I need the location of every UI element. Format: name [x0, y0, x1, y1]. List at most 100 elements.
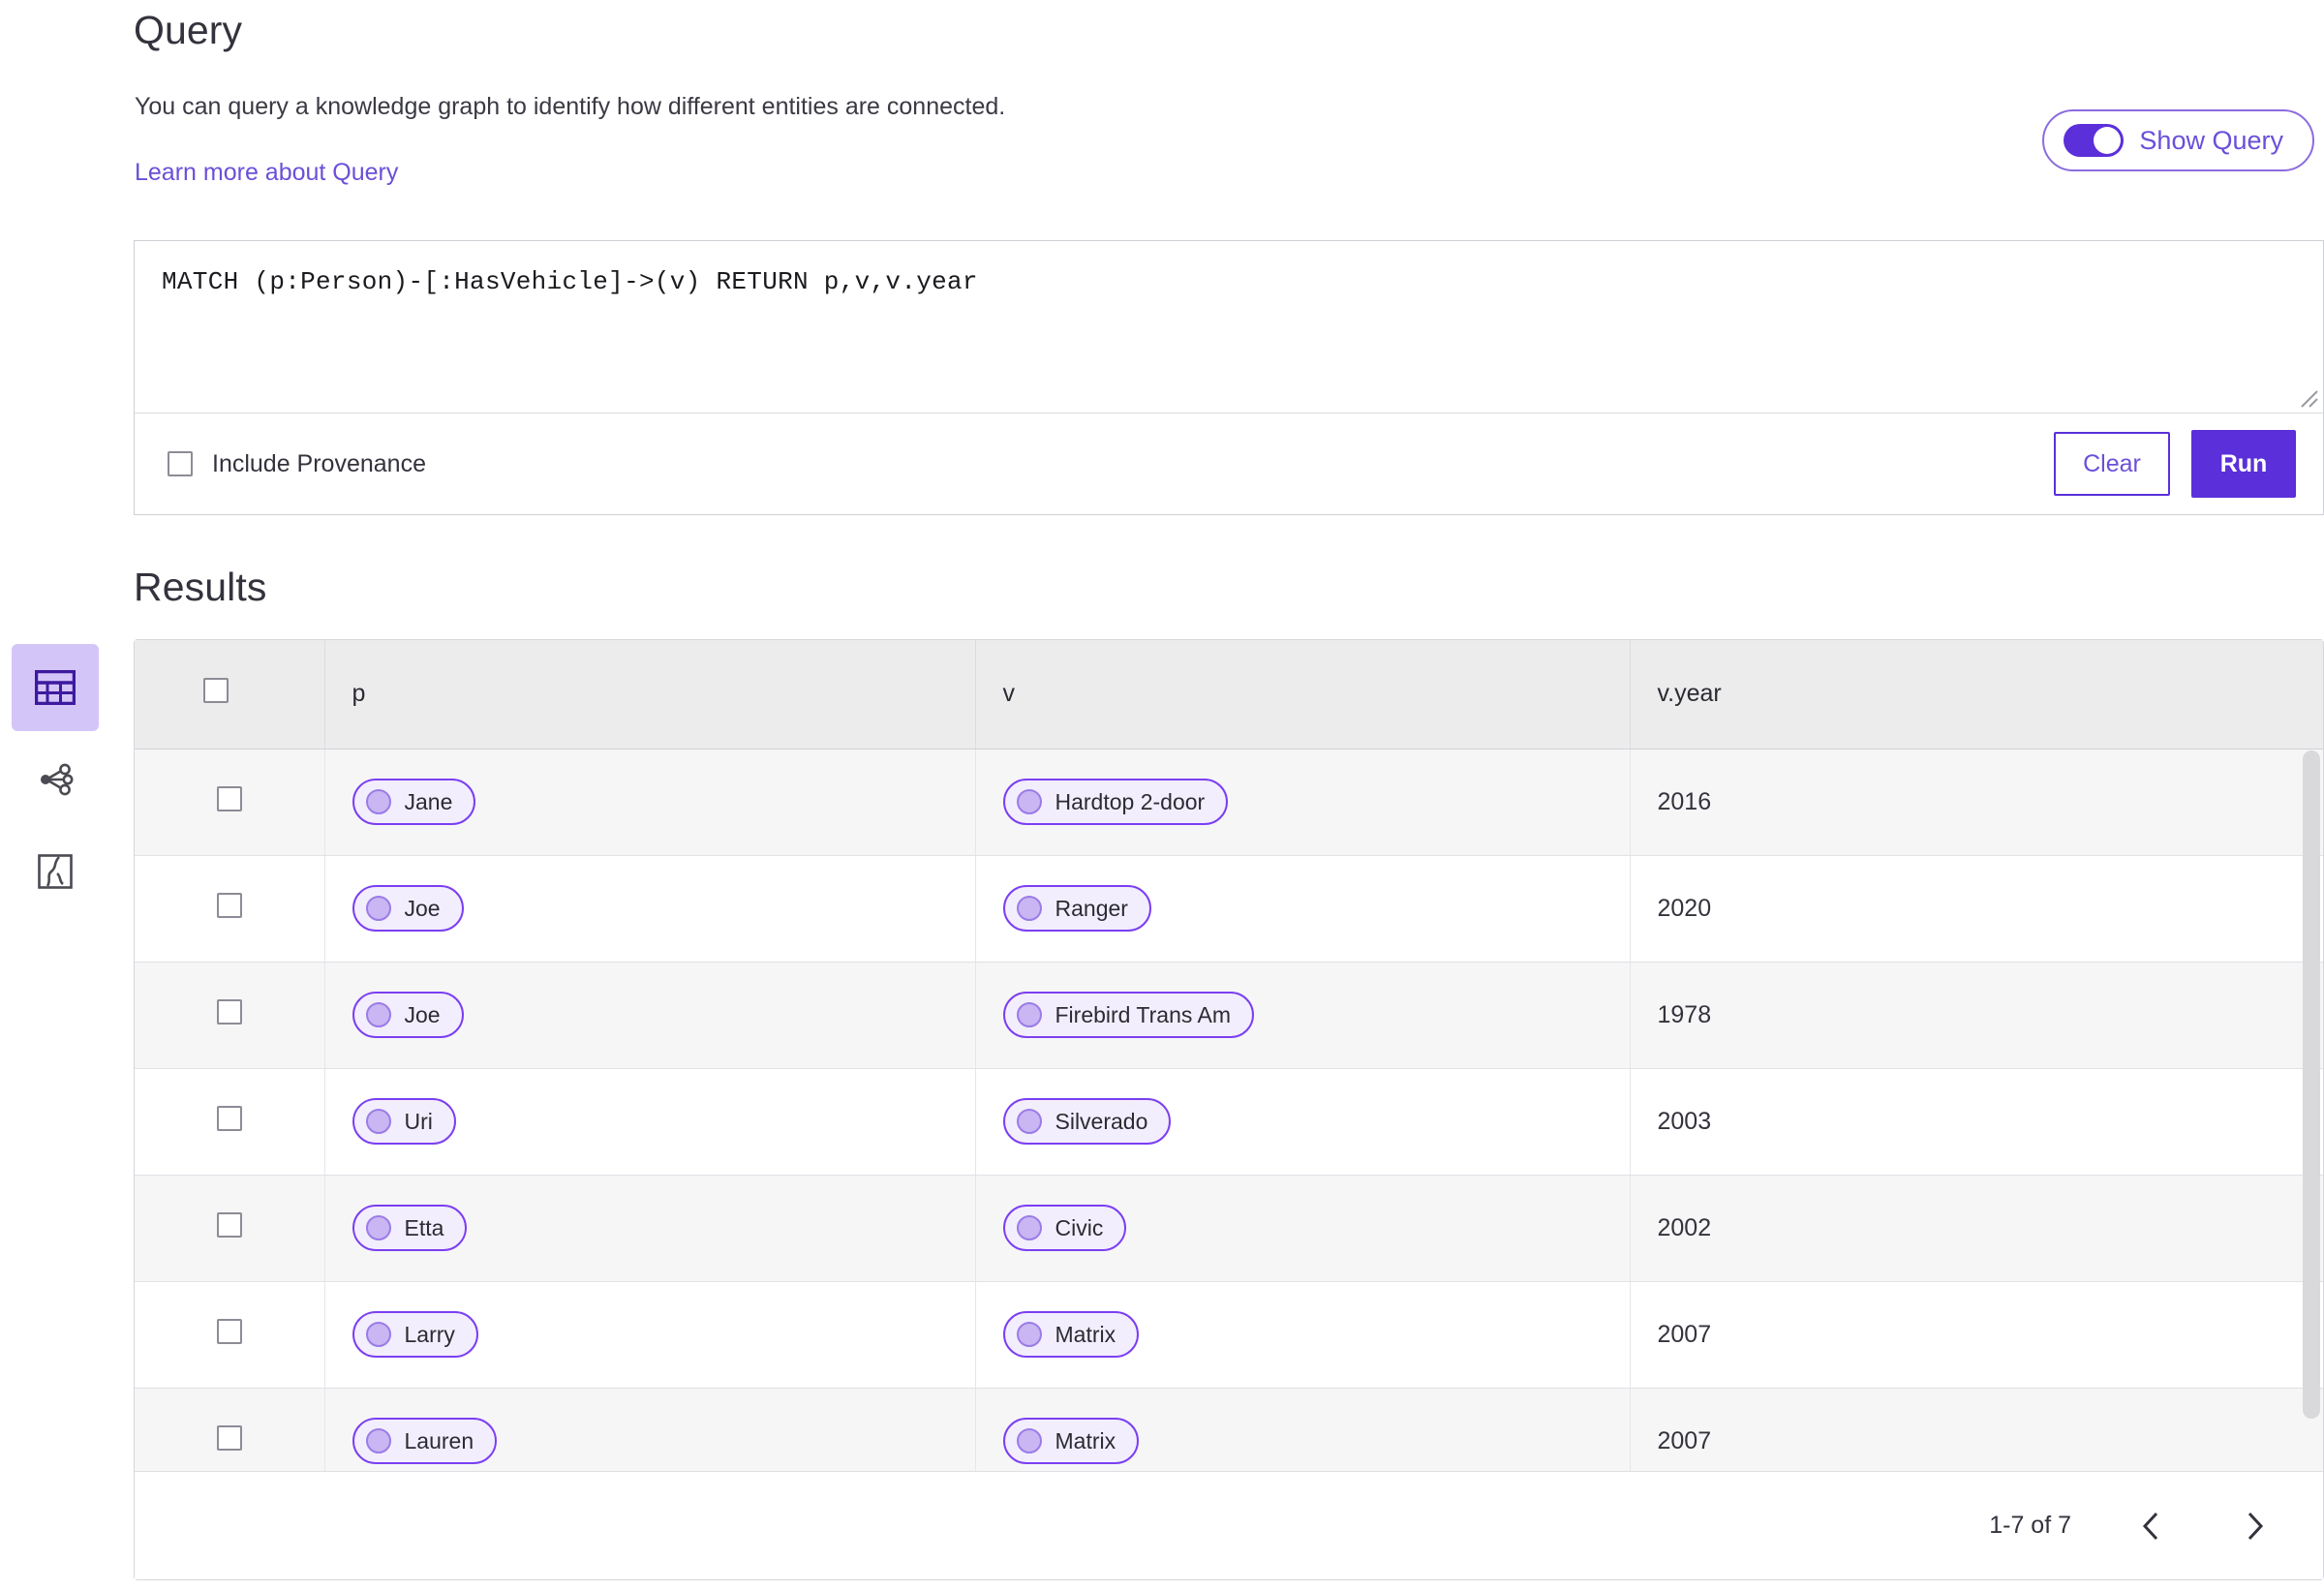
- node-dot-icon: [365, 1428, 391, 1453]
- node-dot-icon: [1016, 1109, 1042, 1134]
- table-row[interactable]: Lauren Matrix 2007: [135, 1388, 2323, 1471]
- table-row[interactable]: Joe Firebird Trans Am 1978: [135, 962, 2323, 1069]
- previous-page-icon[interactable]: [2129, 1504, 2174, 1548]
- toggle-track[interactable]: [2064, 124, 2125, 157]
- table-header-row: p v v.year: [135, 640, 2323, 750]
- table-row[interactable]: Jane Hardtop 2-door 2016: [135, 749, 2323, 856]
- cell-year: 2020: [1630, 855, 2323, 963]
- pagination-bar: 1-7 of 7: [135, 1471, 2323, 1579]
- query-description: You can query a knowledge graph to ident…: [135, 93, 1006, 120]
- node-chip[interactable]: Ranger: [1002, 885, 1151, 932]
- query-text-value: MATCH (p:Person)-[:HasVehicle]->(v) RETU…: [162, 267, 978, 296]
- row-checkbox[interactable]: [216, 785, 242, 811]
- table-row[interactable]: Uri Silverado 2003: [135, 1068, 2323, 1176]
- node-chip-label: Firebird Trans Am: [1055, 1001, 1232, 1027]
- cell-year: 2002: [1630, 1175, 2323, 1282]
- include-provenance-label: Include Provenance: [212, 449, 426, 477]
- include-provenance-row[interactable]: Include Provenance: [168, 450, 426, 478]
- table-row[interactable]: Joe Ranger 2020: [135, 855, 2323, 963]
- node-chip[interactable]: Civic: [1002, 1205, 1127, 1251]
- include-provenance-checkbox[interactable]: [168, 451, 193, 476]
- query-action-buttons: Clear Run: [2054, 430, 2296, 498]
- node-chip[interactable]: Uri: [352, 1098, 456, 1145]
- node-chip[interactable]: Matrix: [1002, 1418, 1140, 1464]
- node-chip[interactable]: Firebird Trans Am: [1002, 992, 1254, 1038]
- next-page-icon[interactable]: [2232, 1504, 2277, 1548]
- node-chip-label: Larry: [404, 1321, 455, 1347]
- row-checkbox[interactable]: [216, 1424, 242, 1451]
- cell-vehicle: Ranger: [975, 855, 1631, 963]
- node-chip-label: Etta: [404, 1214, 444, 1240]
- node-chip[interactable]: Silverado: [1002, 1098, 1172, 1145]
- node-chip-label: Joe: [404, 895, 441, 921]
- row-select-cell[interactable]: [135, 749, 325, 856]
- node-dot-icon: [365, 1002, 391, 1027]
- row-select-cell[interactable]: [135, 1068, 325, 1176]
- column-header-v-year[interactable]: v.year: [1630, 640, 2323, 750]
- table-scrollbar-thumb[interactable]: [2303, 750, 2320, 1419]
- map-icon: [38, 854, 73, 889]
- select-all-checkbox[interactable]: [202, 678, 229, 704]
- left-icon-rail: [0, 0, 105, 1591]
- node-chip[interactable]: Jane: [352, 779, 476, 825]
- cell-person: Jane: [324, 749, 976, 856]
- node-dot-icon: [365, 1322, 391, 1347]
- select-all-header[interactable]: [135, 640, 325, 750]
- node-dot-icon: [1016, 1002, 1042, 1027]
- sidebar-item-table-view[interactable]: [12, 644, 99, 731]
- toggle-knob: [2094, 127, 2122, 154]
- query-input[interactable]: MATCH (p:Person)-[:HasVehicle]->(v) RETU…: [135, 241, 2323, 413]
- results-table-scroll-area: p v v.year Jane Hardtop 2-door 2016 Joe Rang…: [135, 640, 2323, 1471]
- results-heading-block: Results: [134, 565, 266, 610]
- node-chip[interactable]: Joe: [352, 992, 464, 1038]
- results-panel: p v v.year Jane Hardtop 2-door 2016 Joe Rang…: [134, 639, 2324, 1580]
- node-chip[interactable]: Joe: [352, 885, 464, 932]
- node-chip[interactable]: Lauren: [352, 1418, 498, 1464]
- row-checkbox[interactable]: [216, 892, 242, 918]
- node-dot-icon: [1016, 789, 1042, 814]
- node-dot-icon: [365, 896, 391, 921]
- clear-button[interactable]: Clear: [2054, 432, 2170, 496]
- row-checkbox[interactable]: [216, 1211, 242, 1238]
- cell-year: 2007: [1630, 1388, 2323, 1471]
- row-select-cell[interactable]: [135, 1175, 325, 1282]
- cell-year: 2007: [1630, 1281, 2323, 1389]
- row-checkbox[interactable]: [216, 998, 242, 1025]
- cell-year: 1978: [1630, 962, 2323, 1069]
- sidebar-item-map-view[interactable]: [12, 828, 99, 915]
- sidebar-item-graph-view[interactable]: [12, 736, 99, 823]
- node-dot-icon: [365, 1109, 391, 1134]
- node-chip[interactable]: Matrix: [1002, 1311, 1140, 1358]
- node-dot-icon: [1016, 1428, 1042, 1453]
- cell-vehicle: Silverado: [975, 1068, 1631, 1176]
- node-chip[interactable]: Hardtop 2-door: [1002, 779, 1229, 825]
- page-range-label: 1-7 of 7: [1989, 1512, 2071, 1539]
- node-chip-label: Lauren: [404, 1427, 474, 1453]
- learn-more-link[interactable]: Learn more about Query: [135, 159, 399, 186]
- show-query-toggle[interactable]: Show Query: [2042, 109, 2314, 171]
- node-chip-label: Joe: [404, 1001, 441, 1027]
- cell-vehicle: Firebird Trans Am: [975, 962, 1631, 1069]
- node-dot-icon: [1016, 1215, 1042, 1240]
- row-select-cell[interactable]: [135, 855, 325, 963]
- table-vertical-scrollbar[interactable]: [2303, 750, 2320, 1467]
- row-checkbox[interactable]: [216, 1105, 242, 1131]
- query-heading-block: Query: [134, 8, 242, 53]
- row-select-cell[interactable]: [135, 1281, 325, 1389]
- results-title: Results: [134, 565, 267, 609]
- table-row[interactable]: Etta Civic 2002: [135, 1175, 2323, 1282]
- column-header-p[interactable]: p: [324, 640, 976, 750]
- row-select-cell[interactable]: [135, 962, 325, 1069]
- resize-handle-icon[interactable]: [2294, 383, 2319, 409]
- node-chip[interactable]: Etta: [352, 1205, 468, 1251]
- run-button[interactable]: Run: [2191, 430, 2296, 498]
- page-title: Query: [134, 8, 243, 52]
- column-header-v[interactable]: v: [975, 640, 1631, 750]
- row-select-cell[interactable]: [135, 1388, 325, 1471]
- table-row[interactable]: Larry Matrix 2007: [135, 1281, 2323, 1389]
- cell-person: Etta: [324, 1175, 976, 1282]
- row-checkbox[interactable]: [216, 1318, 242, 1344]
- node-chip[interactable]: Larry: [352, 1311, 478, 1358]
- node-chip-label: Hardtop 2-door: [1055, 788, 1206, 814]
- query-editor-panel: MATCH (p:Person)-[:HasVehicle]->(v) RETU…: [134, 240, 2324, 515]
